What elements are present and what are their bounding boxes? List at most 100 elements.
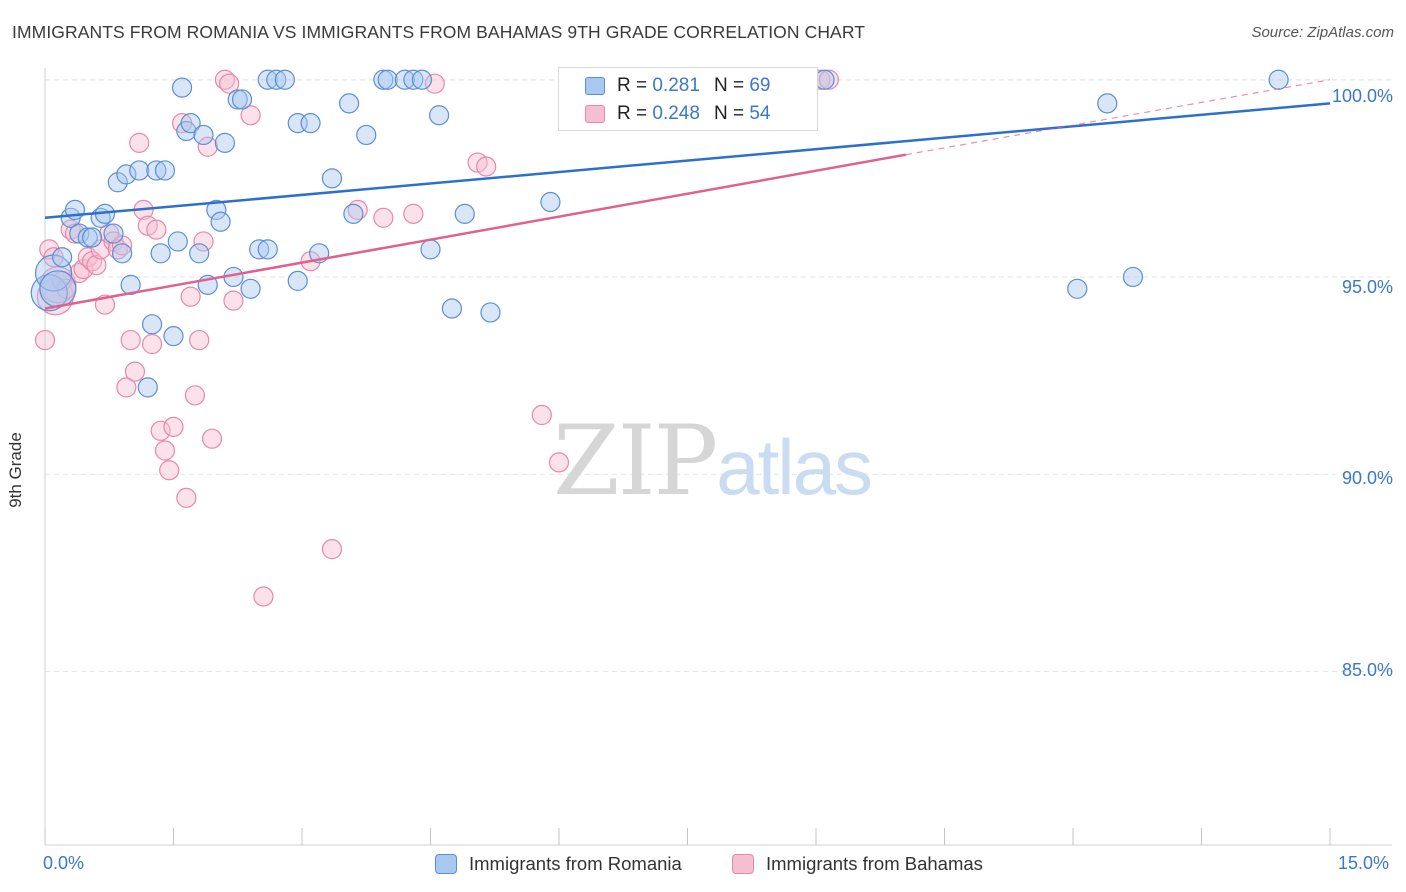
bahamas-point-30 — [159, 460, 180, 481]
romania-trend-line — [44, 102, 1331, 220]
bahamas-r-value: 0.248 — [652, 103, 700, 124]
bahamas-point-42 — [223, 290, 244, 311]
bahamas-point-20 — [116, 377, 137, 398]
romania-point-13 — [111, 243, 133, 264]
romania-point-51 — [377, 69, 398, 90]
romania-legend-label: Immigrants from Romania — [469, 853, 682, 874]
y-tick-label-95: 95.0% — [1341, 277, 1393, 297]
bahamas-trend-extension — [905, 79, 1331, 156]
legend-row-romania: R = 0.281 N = 69 — [585, 74, 770, 98]
romania-point-49 — [356, 124, 377, 146]
bahamas-point-50 — [424, 73, 445, 94]
bahamas-point-29 — [154, 440, 176, 461]
romania-point-52 — [394, 69, 415, 90]
romania-point-19 — [146, 160, 167, 181]
romania-point-14 — [116, 164, 137, 185]
bahamas-point-23 — [129, 132, 150, 153]
romania-point-50 — [373, 69, 394, 90]
legend-item-bahamas[interactable]: Immigrants from Bahamas — [732, 851, 983, 877]
bahamas-point-46 — [321, 539, 343, 560]
legend-row-bahamas: R = 0.248 N = 54 — [585, 102, 770, 126]
bahamas-r-label: R = — [617, 103, 648, 124]
romania-point-59 — [480, 302, 501, 323]
romania-point-65 — [1097, 93, 1118, 114]
romania-point-35 — [231, 89, 253, 110]
romania-point-1 — [34, 254, 73, 292]
romania-point-66 — [1122, 266, 1144, 288]
bahamas-point-19 — [111, 235, 133, 256]
romania-point-41 — [274, 69, 295, 90]
bahamas-point-26 — [141, 333, 163, 355]
romania-point-64 — [1067, 278, 1088, 299]
bahamas-point-14 — [90, 239, 111, 260]
romania-point-60 — [540, 191, 561, 213]
bahamas-trend-line — [44, 153, 907, 310]
romania-point-55 — [420, 239, 441, 260]
romania-point-12 — [107, 172, 128, 193]
bahamas-point-53 — [531, 404, 552, 426]
romania-point-31 — [210, 211, 231, 232]
romania-n-value: 69 — [749, 75, 771, 96]
romania-point-58 — [454, 203, 475, 224]
romania-point-39 — [257, 69, 278, 90]
bahamas-point-36 — [189, 329, 210, 351]
romania-point-47 — [339, 93, 360, 114]
source-credit: Source: ZipAtlas.com — [1251, 24, 1394, 41]
romania-point-32 — [214, 132, 235, 153]
bahamas-point-35 — [184, 385, 206, 406]
romania-point-21 — [154, 160, 176, 181]
romania-point-7 — [77, 227, 98, 248]
x-tick-label-start: 0.0% — [43, 853, 85, 873]
romania-swatch — [585, 77, 605, 95]
romania-point-30 — [206, 199, 227, 220]
romania-point-56 — [428, 105, 450, 126]
legend-item-romania[interactable]: Immigrants from Romania — [435, 851, 682, 877]
bahamas-point-48 — [373, 207, 394, 228]
romania-point-57 — [441, 298, 463, 319]
romania-point-43 — [287, 270, 308, 292]
romania-legend-swatch — [435, 854, 457, 874]
bahamas-point-28 — [150, 420, 171, 441]
bahamas-point-37 — [193, 231, 214, 252]
bahamas-point-33 — [176, 487, 197, 508]
bahamas-point-10 — [73, 258, 94, 280]
romania-point-28 — [193, 124, 214, 146]
bahamas-point-8 — [64, 223, 86, 244]
romania-point-54 — [411, 69, 433, 90]
romania-point-17 — [137, 377, 158, 398]
bahamas-point-13 — [86, 255, 107, 276]
y-tick-label-100: 100.0% — [1331, 86, 1393, 106]
romania-point-34 — [227, 89, 248, 110]
bahamas-point-0 — [34, 329, 56, 351]
romania-r-value: 0.281 — [652, 75, 700, 96]
romania-point-38 — [257, 239, 278, 260]
bahamas-point-22 — [124, 361, 146, 382]
bahamas-point-41 — [219, 73, 240, 94]
romania-point-36 — [240, 278, 261, 299]
stats-legend: R = 0.281 N = 69 R = 0.248 N = 54 — [558, 67, 818, 131]
romania-point-3 — [52, 247, 73, 268]
romania-point-53 — [403, 69, 424, 90]
x-tick-label-end: 15.0% — [1338, 853, 1390, 873]
y-axis-label: 9th Grade — [6, 432, 25, 508]
bahamas-point-49 — [403, 203, 424, 224]
romania-point-20 — [150, 243, 171, 264]
bahamas-legend-swatch — [732, 854, 754, 874]
bahamas-point-44 — [253, 586, 274, 607]
bahamas-n-label: N = — [713, 103, 745, 124]
romania-point-2 — [39, 270, 77, 308]
romania-point-18 — [141, 314, 163, 335]
romania-point-8 — [82, 227, 103, 248]
chart-title: IMMIGRANTS FROM ROMANIA VS IMMIGRANTS FR… — [12, 22, 866, 42]
axes — [44, 68, 1392, 846]
romania-point-16 — [129, 160, 150, 181]
romania-point-44 — [300, 113, 321, 134]
romania-point-26 — [180, 113, 201, 134]
bahamas-n-value: 54 — [749, 103, 771, 124]
bahamas-point-39 — [201, 428, 223, 449]
romania-point-23 — [167, 231, 188, 252]
bahamas-point-56 — [818, 69, 839, 90]
bahamas-point-52 — [476, 156, 497, 177]
romania-point-48 — [343, 203, 364, 224]
